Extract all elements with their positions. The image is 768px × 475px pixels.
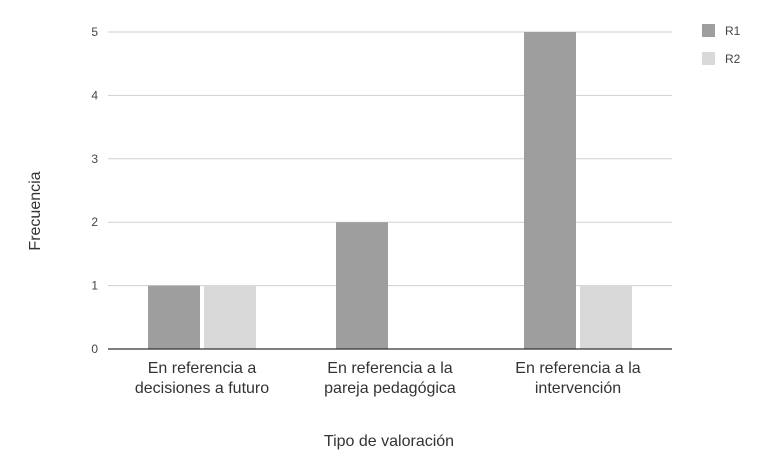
legend-swatch-r1: [702, 24, 715, 37]
legend-swatch-r2: [702, 52, 715, 65]
bars: [148, 32, 632, 349]
category-label: pareja pedagógica: [324, 380, 456, 397]
y-tick-label: 1: [91, 279, 98, 293]
y-axis-ticks: 0 1 2 3 4 5: [91, 25, 98, 356]
y-tick-label: 4: [91, 88, 98, 102]
legend: R1 R2: [702, 24, 741, 66]
category-label: En referencia a la: [515, 360, 641, 377]
y-tick-label: 3: [91, 152, 98, 166]
category-label: En referencia a la: [327, 360, 453, 377]
y-axis-title: Frecuencia: [27, 171, 44, 250]
bar-r1-3: [524, 32, 576, 349]
legend-label: R1: [725, 24, 741, 38]
x-axis-categories: En referencia a decisiones a futuro En ref…: [135, 360, 641, 397]
gridlines: [108, 31, 672, 287]
bar-r2-3: [580, 285, 632, 349]
category-label: decisiones a futuro: [135, 380, 269, 397]
legend-label: R2: [725, 52, 741, 66]
bar-r2-1: [204, 285, 256, 349]
bar-r1-1: [148, 285, 200, 349]
x-axis-title: Tipo de valoración: [324, 433, 454, 450]
category-label: En referencia a: [148, 360, 257, 377]
y-tick-label: 5: [91, 25, 98, 39]
y-tick-label: 0: [91, 342, 98, 356]
category-label: intervención: [535, 380, 621, 397]
bar-r1-2: [336, 222, 388, 349]
y-tick-label: 2: [91, 215, 98, 229]
